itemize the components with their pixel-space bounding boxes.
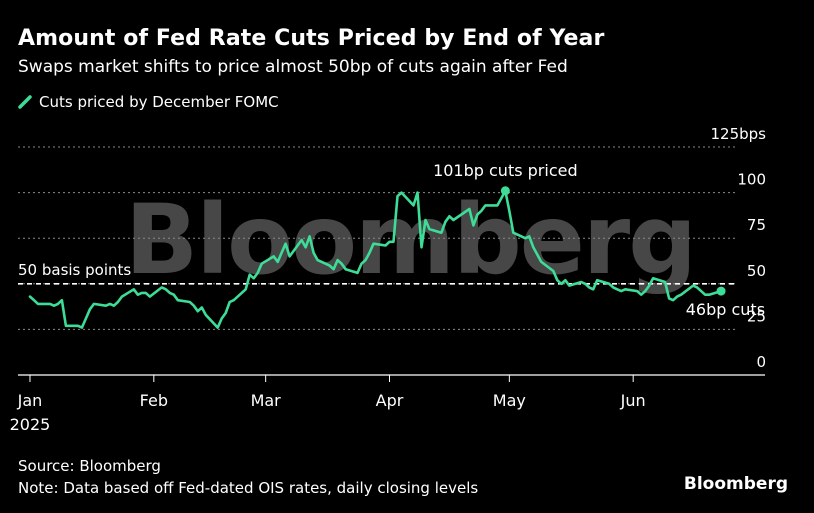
x-tick-label: Apr: [376, 391, 404, 410]
annotation-label: 101bp cuts priced: [433, 161, 578, 180]
annotation-marker: [500, 186, 510, 196]
x-tick-label: Jun: [620, 391, 646, 410]
y-tick-label: 125bps: [711, 125, 767, 143]
chart-title: Amount of Fed Rate Cuts Priced by End of…: [18, 26, 605, 51]
bloomberg-logo: Bloomberg: [683, 474, 788, 494]
x-tick-label: Jan: [17, 391, 43, 410]
y-tick-label: 50: [747, 262, 766, 280]
legend-line-icon: [18, 95, 32, 109]
y-tick-label: 25: [747, 307, 766, 325]
x-tick-label: Feb: [140, 391, 168, 410]
annotation-label: 46bp cuts: [686, 300, 765, 319]
x-tick-label: Mar: [251, 391, 282, 410]
chart-legend: Cuts priced by December FOMC: [18, 93, 279, 111]
x-tick-sublabel: 2025: [10, 415, 51, 434]
reference-line-label: 50 basis points: [18, 261, 131, 279]
y-tick-label: 75: [747, 216, 766, 234]
y-tick-label: 0: [756, 353, 766, 371]
legend-label: Cuts priced by December FOMC: [39, 93, 279, 111]
x-tick-label: May: [493, 391, 526, 410]
series-line: [28, 189, 723, 329]
chart-subtitle: Swaps market shifts to price almost 50bp…: [18, 57, 568, 77]
annotation-marker: [716, 286, 726, 296]
source-note: Source: Bloomberg: [18, 457, 161, 475]
y-tick-label: 100: [737, 171, 766, 189]
data-note: Note: Data based off Fed-dated OIS rates…: [18, 479, 479, 497]
